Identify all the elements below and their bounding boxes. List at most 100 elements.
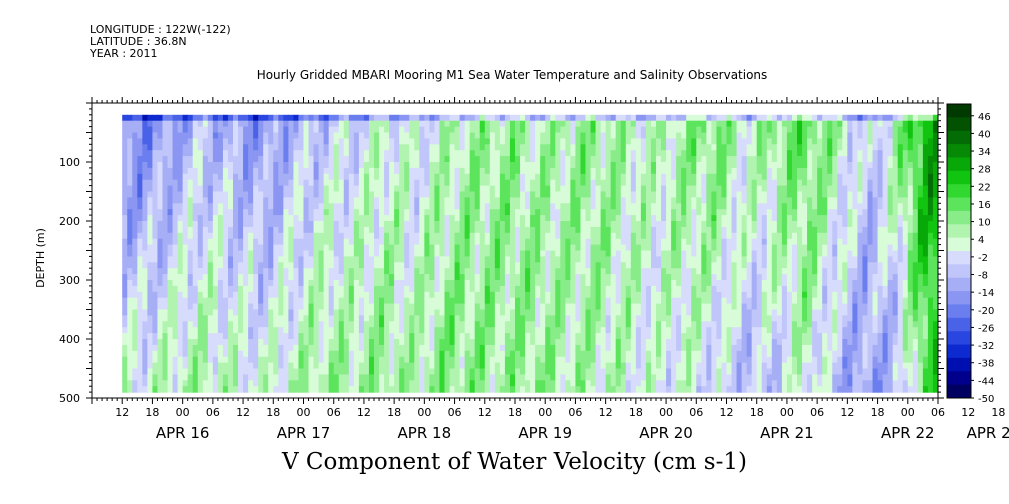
heatmap-cell bbox=[238, 333, 244, 340]
heatmap-cell bbox=[424, 315, 430, 322]
heatmap-cell bbox=[540, 327, 546, 334]
heatmap-cell bbox=[620, 280, 627, 287]
heatmap-cell bbox=[343, 368, 350, 375]
heatmap-cell bbox=[404, 362, 410, 370]
heatmap-cell bbox=[293, 156, 300, 163]
heatmap-cell bbox=[399, 262, 405, 269]
heatmap-cell bbox=[363, 285, 370, 293]
heatmap-cell bbox=[212, 179, 219, 187]
heatmap-cell bbox=[489, 114, 496, 122]
heatmap-cell bbox=[550, 203, 556, 210]
heatmap-cell bbox=[409, 150, 415, 157]
heatmap-cell bbox=[484, 386, 491, 393]
heatmap-cell bbox=[253, 256, 259, 263]
heatmap-cell bbox=[580, 356, 587, 364]
heatmap-cell bbox=[580, 221, 587, 228]
heatmap-cell bbox=[489, 315, 496, 322]
heatmap-cell bbox=[394, 303, 400, 311]
heatmap-cell bbox=[217, 268, 224, 275]
heatmap-cell bbox=[217, 138, 224, 145]
heatmap-cell bbox=[127, 315, 133, 322]
heatmap-cell bbox=[202, 167, 209, 175]
heatmap-cell bbox=[464, 132, 471, 139]
heatmap-cell bbox=[530, 339, 536, 346]
heatmap-cell bbox=[404, 144, 410, 151]
heatmap-cell bbox=[217, 179, 224, 187]
heatmap-cell bbox=[600, 232, 607, 240]
heatmap-cell bbox=[263, 256, 269, 263]
heatmap-cell bbox=[474, 126, 481, 134]
heatmap-cell bbox=[530, 167, 536, 175]
heatmap-cell bbox=[187, 350, 194, 358]
heatmap-cell bbox=[454, 380, 461, 387]
heatmap-cell bbox=[389, 156, 395, 163]
heatmap-cell bbox=[147, 356, 154, 364]
heatmap-cell bbox=[499, 114, 506, 122]
heatmap-cell bbox=[464, 315, 471, 322]
heatmap-cell bbox=[630, 321, 637, 328]
heatmap-cell bbox=[640, 221, 647, 228]
heatmap-cell bbox=[157, 150, 164, 157]
heatmap-cell bbox=[333, 380, 340, 387]
heatmap-cell bbox=[157, 232, 164, 240]
heatmap-cell bbox=[459, 144, 466, 151]
heatmap-cell bbox=[268, 221, 274, 228]
heatmap-cell bbox=[197, 226, 204, 234]
heatmap-cell bbox=[525, 380, 531, 387]
heatmap-cell bbox=[207, 285, 214, 293]
heatmap-cell bbox=[419, 120, 425, 128]
heatmap-cell bbox=[509, 374, 516, 381]
heatmap-cell bbox=[535, 132, 541, 139]
heatmap-cell bbox=[630, 226, 637, 234]
heatmap-cell bbox=[157, 374, 164, 381]
heatmap-cell bbox=[167, 138, 174, 145]
heatmap-cell bbox=[414, 138, 420, 145]
heatmap-cell bbox=[595, 356, 602, 364]
heatmap-cell bbox=[535, 226, 541, 234]
heatmap-cell bbox=[233, 185, 239, 193]
heatmap-cell bbox=[530, 185, 536, 193]
heatmap-cell bbox=[630, 339, 637, 346]
heatmap-cell bbox=[645, 114, 652, 122]
heatmap-cell bbox=[157, 114, 164, 122]
heatmap-cell bbox=[318, 315, 325, 322]
heatmap-cell bbox=[585, 344, 592, 352]
heatmap-cell bbox=[520, 120, 526, 128]
heatmap-cell bbox=[217, 303, 224, 311]
heatmap-cell bbox=[313, 226, 320, 234]
heatmap-cell bbox=[358, 185, 365, 193]
heatmap-cell bbox=[157, 350, 164, 358]
heatmap-cell bbox=[192, 138, 199, 145]
heatmap-cell bbox=[197, 162, 204, 169]
heatmap-cell bbox=[560, 303, 566, 311]
heatmap-cell bbox=[585, 386, 592, 393]
heatmap-cell bbox=[192, 203, 199, 210]
heatmap-cell bbox=[152, 126, 159, 134]
heatmap-cell bbox=[273, 297, 279, 305]
heatmap-cell bbox=[419, 173, 425, 181]
heatmap-cell bbox=[389, 185, 395, 193]
heatmap-cell bbox=[595, 274, 602, 281]
heatmap-cell bbox=[404, 303, 410, 311]
heatmap-cell bbox=[384, 203, 390, 210]
heatmap-cell bbox=[268, 167, 274, 175]
heatmap-cell bbox=[550, 303, 556, 311]
heatmap-cell bbox=[197, 185, 204, 193]
heatmap-cell bbox=[182, 309, 189, 316]
heatmap-cell bbox=[217, 368, 224, 375]
heatmap-cell bbox=[258, 226, 264, 234]
heatmap-cell bbox=[399, 274, 405, 281]
heatmap-cell bbox=[273, 327, 279, 334]
heatmap-cell bbox=[595, 179, 602, 187]
heatmap-cell bbox=[635, 167, 642, 175]
heatmap-cell bbox=[167, 150, 174, 157]
heatmap-cell bbox=[459, 203, 466, 210]
heatmap-cell bbox=[434, 167, 441, 175]
heatmap-cell bbox=[217, 250, 224, 257]
heatmap-cell bbox=[122, 150, 128, 157]
heatmap-cell bbox=[449, 362, 456, 370]
heatmap-cell bbox=[233, 114, 239, 122]
heatmap-cell bbox=[515, 162, 521, 169]
heatmap-cell bbox=[147, 114, 154, 122]
heatmap-cell bbox=[298, 215, 305, 222]
